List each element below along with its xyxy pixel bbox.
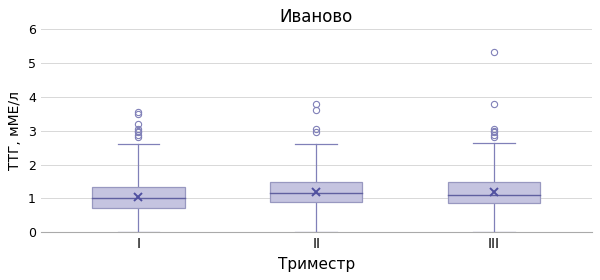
X-axis label: Триместр: Триместр [278, 257, 355, 272]
FancyBboxPatch shape [448, 181, 540, 204]
FancyBboxPatch shape [92, 186, 185, 208]
Title: Иваново: Иваново [280, 8, 353, 26]
FancyBboxPatch shape [270, 181, 362, 202]
Y-axis label: ТТГ, мМЕ/л: ТТГ, мМЕ/л [8, 91, 22, 170]
